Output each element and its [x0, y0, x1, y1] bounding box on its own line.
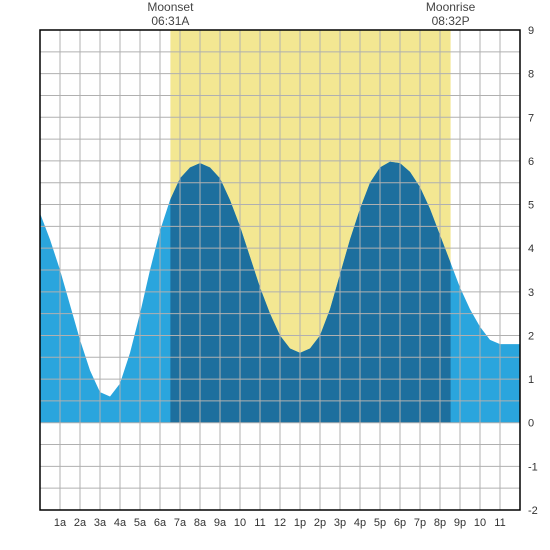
svg-text:2: 2 — [528, 330, 534, 342]
svg-text:3a: 3a — [94, 517, 107, 529]
svg-text:11: 11 — [494, 517, 505, 529]
svg-text:7: 7 — [528, 112, 534, 124]
svg-text:6a: 6a — [154, 517, 167, 529]
svg-text:9a: 9a — [214, 517, 227, 529]
svg-text:-2: -2 — [528, 505, 538, 517]
svg-text:1: 1 — [528, 374, 534, 386]
svg-text:12: 12 — [274, 517, 286, 529]
tide-chart: -2-101234567891a2a3a4a5a6a7a8a9a1011121p… — [0, 0, 550, 550]
svg-text:7p: 7p — [414, 517, 426, 529]
svg-text:-1: -1 — [528, 461, 538, 473]
svg-text:4a: 4a — [114, 517, 127, 529]
svg-text:8: 8 — [528, 69, 534, 81]
svg-text:6: 6 — [528, 156, 534, 168]
svg-text:4p: 4p — [354, 517, 366, 529]
svg-text:4: 4 — [528, 243, 534, 255]
svg-text:10: 10 — [234, 517, 246, 529]
svg-text:5a: 5a — [134, 517, 147, 529]
svg-text:11: 11 — [254, 517, 265, 529]
svg-text:9p: 9p — [454, 517, 466, 529]
moonset-label: Moonset — [130, 0, 210, 14]
svg-text:1a: 1a — [54, 517, 67, 529]
svg-text:6p: 6p — [394, 517, 406, 529]
chart-svg: -2-101234567891a2a3a4a5a6a7a8a9a1011121p… — [0, 0, 550, 550]
svg-text:10: 10 — [474, 517, 486, 529]
svg-text:0: 0 — [528, 418, 534, 430]
moonset-time: 06:31A — [130, 14, 210, 28]
svg-text:2a: 2a — [74, 517, 87, 529]
svg-text:1p: 1p — [294, 517, 306, 529]
svg-text:8a: 8a — [194, 517, 207, 529]
svg-text:7a: 7a — [174, 517, 187, 529]
svg-text:5p: 5p — [374, 517, 386, 529]
svg-text:3: 3 — [528, 287, 534, 299]
moonrise-label: Moonrise — [411, 0, 491, 14]
svg-text:9: 9 — [528, 25, 534, 37]
svg-text:5: 5 — [528, 200, 534, 212]
svg-text:3p: 3p — [334, 517, 346, 529]
moonrise-annotation: Moonrise 08:32P — [411, 0, 491, 29]
moonset-annotation: Moonset 06:31A — [130, 0, 210, 29]
svg-text:2p: 2p — [314, 517, 326, 529]
moonrise-time: 08:32P — [411, 14, 491, 28]
svg-text:8p: 8p — [434, 517, 446, 529]
